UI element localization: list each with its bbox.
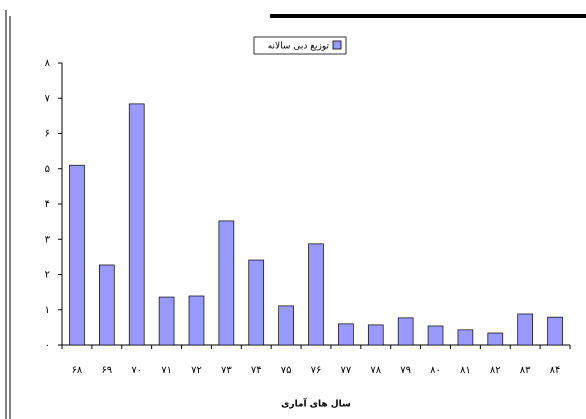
x-tick-label: ۷۰ <box>131 365 142 376</box>
bar <box>308 243 324 346</box>
x-tick-label: ۷۵ <box>281 365 292 376</box>
bar <box>188 295 205 346</box>
bar <box>248 259 265 346</box>
x-tick-label: ۷۷ <box>341 365 352 376</box>
bar <box>367 324 384 346</box>
x-tick-label: ۷۱ <box>161 365 172 376</box>
x-tick-label: ۷۳ <box>221 365 232 376</box>
bar <box>457 329 474 346</box>
y-tick-label: ۷ <box>45 93 51 104</box>
bar <box>158 296 175 346</box>
x-tick-label: ۷۸ <box>370 365 381 376</box>
x-tick-label: ۶۸ <box>72 365 83 376</box>
y-tick-label: ۰ <box>45 340 50 351</box>
legend-box <box>253 36 347 55</box>
bar <box>397 317 414 346</box>
x-tick-label: ۷۲ <box>191 365 202 376</box>
x-axis-title: سال های آماری <box>281 398 351 410</box>
x-tick-label: ۸۴ <box>550 365 561 376</box>
x-tick-label: ۸۰ <box>430 365 441 376</box>
x-tick-label: ۸۱ <box>460 365 471 376</box>
bar <box>517 313 533 346</box>
y-tick-label: ۵ <box>45 164 50 175</box>
bar <box>218 220 235 346</box>
x-tick-label: ۸۳ <box>520 365 531 376</box>
bar <box>69 164 85 346</box>
x-tick-label: ۸۲ <box>490 365 501 376</box>
bar <box>338 323 354 346</box>
y-tick-label: ۳ <box>45 234 51 245</box>
bar <box>547 316 563 346</box>
bar <box>487 332 504 346</box>
x-tick-label: ۷۶ <box>311 365 322 376</box>
legend-swatch <box>332 40 342 50</box>
bar <box>99 264 115 346</box>
x-tick-label: ۶۹ <box>101 365 112 376</box>
x-tick-label: ۷۹ <box>400 365 411 376</box>
y-tick-label: ۶ <box>45 129 50 140</box>
x-tick-label: ۷۴ <box>251 365 262 376</box>
legend-label: توزیع دبی سالانه <box>268 42 330 52</box>
y-tick-label: ۴ <box>45 199 50 210</box>
bar <box>427 325 444 346</box>
bar <box>128 103 145 346</box>
y-tick-label: ۱ <box>45 305 50 316</box>
legend: توزیع دبی سالانه <box>253 36 347 55</box>
y-tick-label: ۲ <box>45 270 50 281</box>
y-tick-label: ۸ <box>45 58 51 69</box>
bar <box>278 305 294 346</box>
